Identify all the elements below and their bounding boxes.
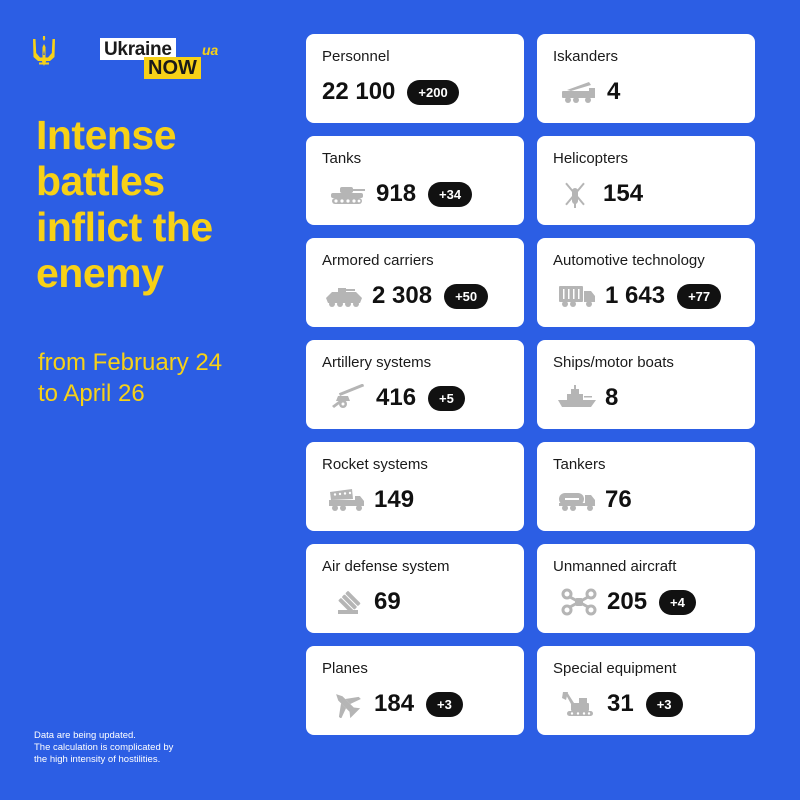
ship-icon bbox=[557, 384, 597, 412]
stat-delta-badge: +50 bbox=[444, 283, 489, 309]
stat-label: Personnel bbox=[322, 48, 390, 65]
stat-value: 22 100 bbox=[322, 78, 396, 105]
logo-ukraine-text: Ukraine bbox=[100, 38, 176, 60]
artillery-icon bbox=[328, 384, 368, 412]
stat-delta-badge: +5 bbox=[428, 385, 465, 411]
stat-card-automotive-technology: Automotive technology 1 643 +77 bbox=[537, 238, 755, 327]
date-range-line: to April 26 bbox=[38, 380, 145, 407]
stat-row: 149 bbox=[326, 484, 414, 516]
stat-label: Unmanned aircraft bbox=[553, 558, 677, 575]
drone-icon bbox=[559, 588, 599, 616]
stat-value: 1 643 bbox=[605, 282, 666, 309]
footnote-line: the high intensity of hostilities. bbox=[34, 754, 161, 765]
logo-now-text: NOW bbox=[144, 57, 201, 79]
tanker-truck-icon bbox=[557, 486, 597, 514]
stat-row: 8 bbox=[557, 382, 618, 414]
stat-card-unmanned-aircraft: Unmanned aircraft 205 +4 bbox=[537, 544, 755, 633]
stat-row: 4 bbox=[559, 76, 620, 108]
stat-row: 416 +5 bbox=[328, 382, 465, 414]
missile-launcher-icon bbox=[559, 78, 599, 106]
stat-card-special-equipment: Special equipment 31 +3 bbox=[537, 646, 755, 735]
stat-label: Iskanders bbox=[553, 48, 619, 65]
stat-card-air-defense-system: Air defense system 69 bbox=[306, 544, 524, 633]
footnote-line: The calculation is complicated by bbox=[34, 742, 174, 753]
stat-label: Tankers bbox=[553, 456, 606, 473]
trident-icon bbox=[32, 36, 56, 68]
headline-line: Intense bbox=[36, 112, 177, 158]
stat-row: 76 bbox=[557, 484, 632, 516]
headline-line: battles bbox=[36, 158, 165, 204]
stat-value: 2 308 bbox=[372, 282, 433, 309]
stat-value: 8 bbox=[605, 384, 619, 411]
stat-label: Automotive technology bbox=[553, 252, 705, 269]
footnote-line: Data are being updated. bbox=[34, 730, 136, 741]
ukraine-now-logo: Ukraine NOW ua bbox=[100, 38, 230, 79]
stat-value: 4 bbox=[607, 78, 621, 105]
stat-card-personnel: Personnel 22 100 +200 bbox=[306, 34, 524, 123]
helicopter-icon bbox=[555, 180, 595, 208]
armored-carrier-icon bbox=[324, 282, 364, 310]
stat-card-tankers: Tankers 76 bbox=[537, 442, 755, 531]
stat-row: 154 bbox=[555, 178, 643, 210]
headline: Intense battles inflict the enemy bbox=[36, 112, 286, 296]
stat-label: Rocket systems bbox=[322, 456, 428, 473]
excavator-icon bbox=[559, 690, 599, 718]
stat-value: 69 bbox=[374, 588, 401, 615]
truck-icon bbox=[557, 282, 597, 310]
tank-icon bbox=[328, 180, 368, 208]
stat-row: 31 +3 bbox=[559, 688, 683, 720]
stat-value: 416 bbox=[376, 384, 417, 411]
stat-row: 22 100 +200 bbox=[322, 76, 459, 108]
stat-value: 205 bbox=[607, 588, 648, 615]
stat-delta-badge: +3 bbox=[645, 691, 683, 717]
stat-value: 76 bbox=[605, 486, 632, 513]
rocket-system-icon bbox=[326, 486, 366, 514]
stat-card-iskanders: Iskanders 4 bbox=[537, 34, 755, 123]
stat-card-artillery-systems: Artillery systems 416 +5 bbox=[306, 340, 524, 429]
stat-card-rocket-systems: Rocket systems 149 bbox=[306, 442, 524, 531]
stat-row: 205 +4 bbox=[559, 586, 696, 618]
stat-label: Planes bbox=[322, 660, 368, 677]
stat-delta-badge: +34 bbox=[428, 181, 473, 207]
stat-label: Artillery systems bbox=[322, 354, 432, 371]
headline-line: inflict the bbox=[36, 204, 213, 250]
stat-value: 31 bbox=[607, 690, 634, 717]
stat-card-ships: Ships/motor boats 8 bbox=[537, 340, 755, 429]
stat-delta-badge: +4 bbox=[659, 589, 696, 615]
stat-value: 184 bbox=[374, 690, 415, 717]
stat-label: Ships/motor boats bbox=[553, 354, 674, 371]
stat-delta-badge: +77 bbox=[677, 283, 722, 309]
stat-delta-badge: +3 bbox=[426, 691, 463, 717]
stat-card-armored-carriers: Armored carriers 2 308 +50 bbox=[306, 238, 524, 327]
plane-icon bbox=[326, 690, 366, 718]
headline-line: enemy bbox=[36, 250, 164, 296]
footnote: Data are being updated. The calculation … bbox=[34, 730, 274, 766]
stat-label: Tanks bbox=[322, 150, 362, 167]
stat-row: 1 643 +77 bbox=[557, 280, 722, 312]
stat-label: Helicopters bbox=[553, 150, 629, 167]
stat-label: Special equipment bbox=[553, 660, 677, 677]
stat-label: Air defense system bbox=[322, 558, 450, 575]
stat-value: 918 bbox=[376, 180, 417, 207]
stat-row: 2 308 +50 bbox=[324, 280, 489, 312]
date-range: from February 24 to April 26 bbox=[38, 347, 288, 409]
logo-ua-text: ua bbox=[202, 42, 219, 58]
stat-value: 149 bbox=[374, 486, 415, 513]
date-range-line: from February 24 bbox=[38, 349, 223, 376]
stat-value: 154 bbox=[603, 180, 644, 207]
stat-card-tanks: Tanks 918 +34 bbox=[306, 136, 524, 225]
stat-row: 69 bbox=[326, 586, 401, 618]
stat-row: 184 +3 bbox=[326, 688, 463, 720]
stat-label: Armored carriers bbox=[322, 252, 434, 269]
stat-card-planes: Planes 184 +3 bbox=[306, 646, 524, 735]
stat-delta-badge: +200 bbox=[407, 79, 459, 105]
stat-card-helicopters: Helicopters 154 bbox=[537, 136, 755, 225]
air-defense-icon bbox=[326, 588, 366, 616]
stat-row: 918 +34 bbox=[328, 178, 473, 210]
